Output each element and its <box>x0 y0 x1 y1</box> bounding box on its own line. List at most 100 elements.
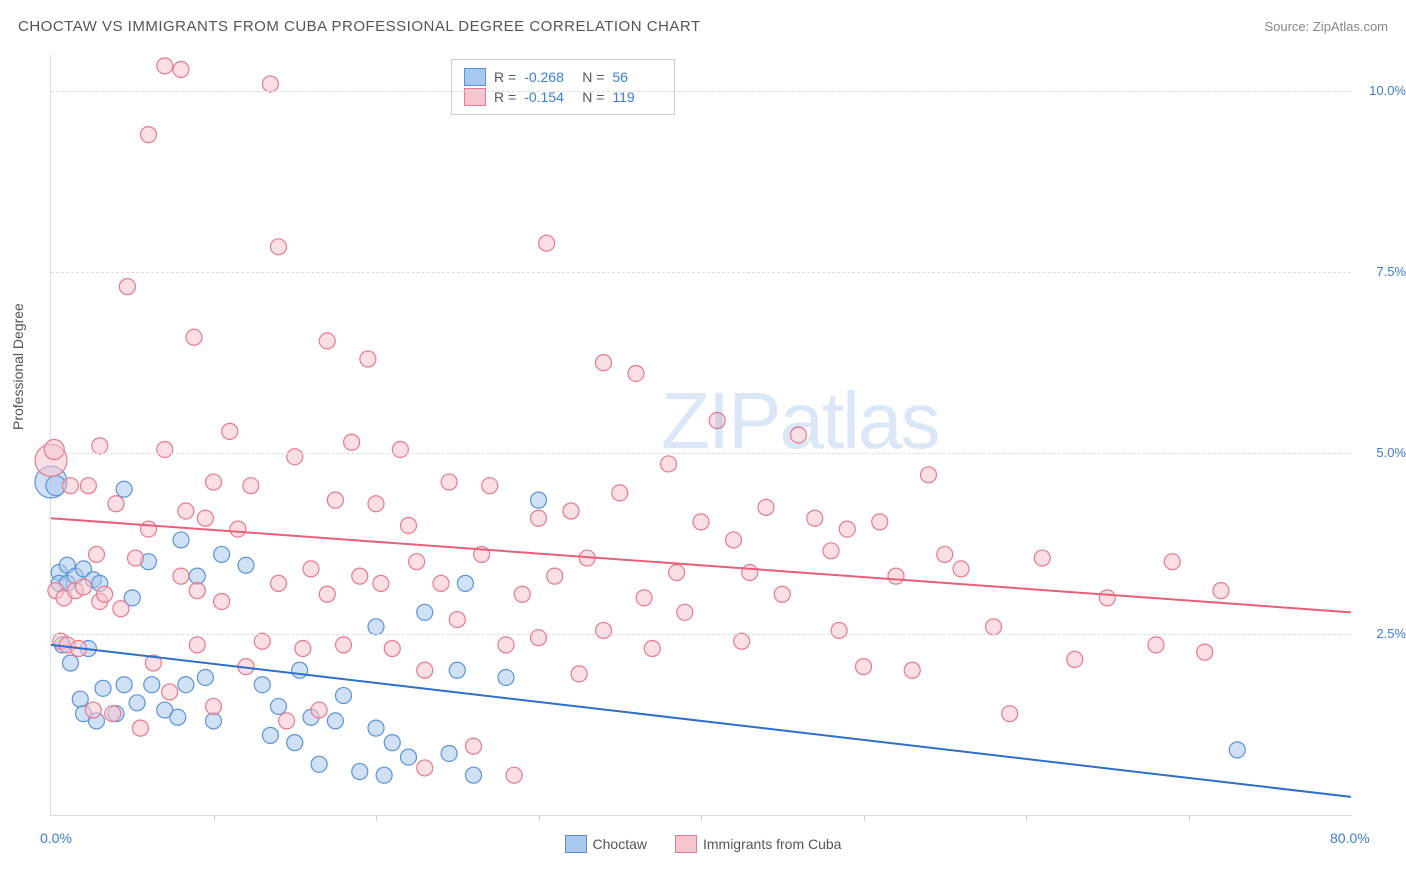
data-point-blue <box>206 713 222 729</box>
data-point-pink <box>113 601 129 617</box>
data-point-pink <box>97 586 113 602</box>
data-point-blue <box>441 745 457 761</box>
data-point-pink <box>1148 637 1164 653</box>
data-point-blue <box>401 749 417 765</box>
legend-item: Immigrants from Cuba <box>675 835 841 853</box>
data-point-pink <box>157 58 173 74</box>
data-point-blue <box>173 532 189 548</box>
data-point-pink <box>89 546 105 562</box>
data-point-blue <box>498 669 514 685</box>
data-point-pink <box>197 510 213 526</box>
data-point-pink <box>262 76 278 92</box>
data-point-pink <box>417 662 433 678</box>
legend-swatch-blue <box>565 835 587 853</box>
data-point-pink <box>303 561 319 577</box>
data-point-blue <box>466 767 482 783</box>
data-point-blue <box>95 680 111 696</box>
data-point-pink <box>636 590 652 606</box>
data-point-pink <box>571 666 587 682</box>
data-point-pink <box>44 439 64 459</box>
data-point-pink <box>189 637 205 653</box>
data-point-pink <box>319 333 335 349</box>
data-point-blue <box>417 604 433 620</box>
data-point-pink <box>872 514 888 530</box>
data-point-pink <box>128 550 144 566</box>
data-point-pink <box>311 702 327 718</box>
data-point-blue <box>63 655 79 671</box>
data-point-blue <box>457 575 473 591</box>
data-point-pink <box>791 427 807 443</box>
data-point-blue <box>1229 742 1245 758</box>
data-point-pink <box>539 235 555 251</box>
data-point-blue <box>170 709 186 725</box>
data-point-pink <box>141 521 157 537</box>
data-point-pink <box>774 586 790 602</box>
data-point-pink <box>449 612 465 628</box>
series-swatch-blue <box>464 68 486 86</box>
data-point-pink <box>1067 651 1083 667</box>
data-point-blue <box>129 695 145 711</box>
data-point-pink <box>384 641 400 657</box>
data-point-pink <box>63 478 79 494</box>
chart-area: ZIPatlas R =-0.268N =56R =-0.154N =119 2… <box>50 55 1350 815</box>
data-point-pink <box>1213 583 1229 599</box>
data-point-pink <box>1099 590 1115 606</box>
data-point-pink <box>92 438 108 454</box>
data-point-pink <box>433 575 449 591</box>
data-point-pink <box>373 575 389 591</box>
data-point-pink <box>856 659 872 675</box>
data-point-pink <box>888 568 904 584</box>
y-axis-label: Professional Degree <box>10 303 26 430</box>
legend-label: Choctaw <box>593 836 647 852</box>
data-point-pink <box>360 351 376 367</box>
data-point-pink <box>279 713 295 729</box>
data-point-pink <box>287 449 303 465</box>
data-point-pink <box>162 684 178 700</box>
scatter-svg <box>51 55 1351 815</box>
n-label: N = <box>582 69 604 85</box>
data-point-pink <box>243 478 259 494</box>
data-point-pink <box>807 510 823 526</box>
data-point-blue <box>214 546 230 562</box>
x-tick <box>1026 815 1027 821</box>
data-point-blue <box>531 492 547 508</box>
data-point-pink <box>596 355 612 371</box>
data-point-pink <box>839 521 855 537</box>
data-point-blue <box>254 677 270 693</box>
legend-label: Immigrants from Cuba <box>703 836 841 852</box>
data-point-pink <box>937 546 953 562</box>
data-point-blue <box>368 619 384 635</box>
data-point-blue <box>238 557 254 573</box>
source-credit: Source: ZipAtlas.com <box>1264 19 1388 34</box>
data-point-pink <box>409 554 425 570</box>
data-point-blue <box>271 698 287 714</box>
data-point-blue <box>384 735 400 751</box>
data-point-blue <box>197 669 213 685</box>
data-point-pink <box>466 738 482 754</box>
x-tick <box>539 815 540 821</box>
gridline <box>51 453 1351 454</box>
data-point-pink <box>319 586 335 602</box>
y-tick-label: 5.0% <box>1356 445 1406 460</box>
data-point-pink <box>709 413 725 429</box>
data-point-pink <box>173 568 189 584</box>
chart-title: CHOCTAW VS IMMIGRANTS FROM CUBA PROFESSI… <box>18 18 701 35</box>
data-point-pink <box>742 565 758 581</box>
data-point-blue <box>116 677 132 693</box>
data-point-pink <box>734 633 750 649</box>
gridline <box>51 91 1351 92</box>
data-point-pink <box>352 568 368 584</box>
data-point-pink <box>482 478 498 494</box>
data-point-pink <box>417 760 433 776</box>
data-point-pink <box>173 61 189 77</box>
data-point-pink <box>178 503 194 519</box>
data-point-pink <box>693 514 709 530</box>
legend-item: Choctaw <box>565 835 647 853</box>
x-tick <box>864 815 865 821</box>
data-point-pink <box>105 706 121 722</box>
data-point-blue <box>287 735 303 751</box>
data-point-pink <box>254 633 270 649</box>
data-point-pink <box>1164 554 1180 570</box>
data-point-pink <box>531 510 547 526</box>
data-point-pink <box>1002 706 1018 722</box>
